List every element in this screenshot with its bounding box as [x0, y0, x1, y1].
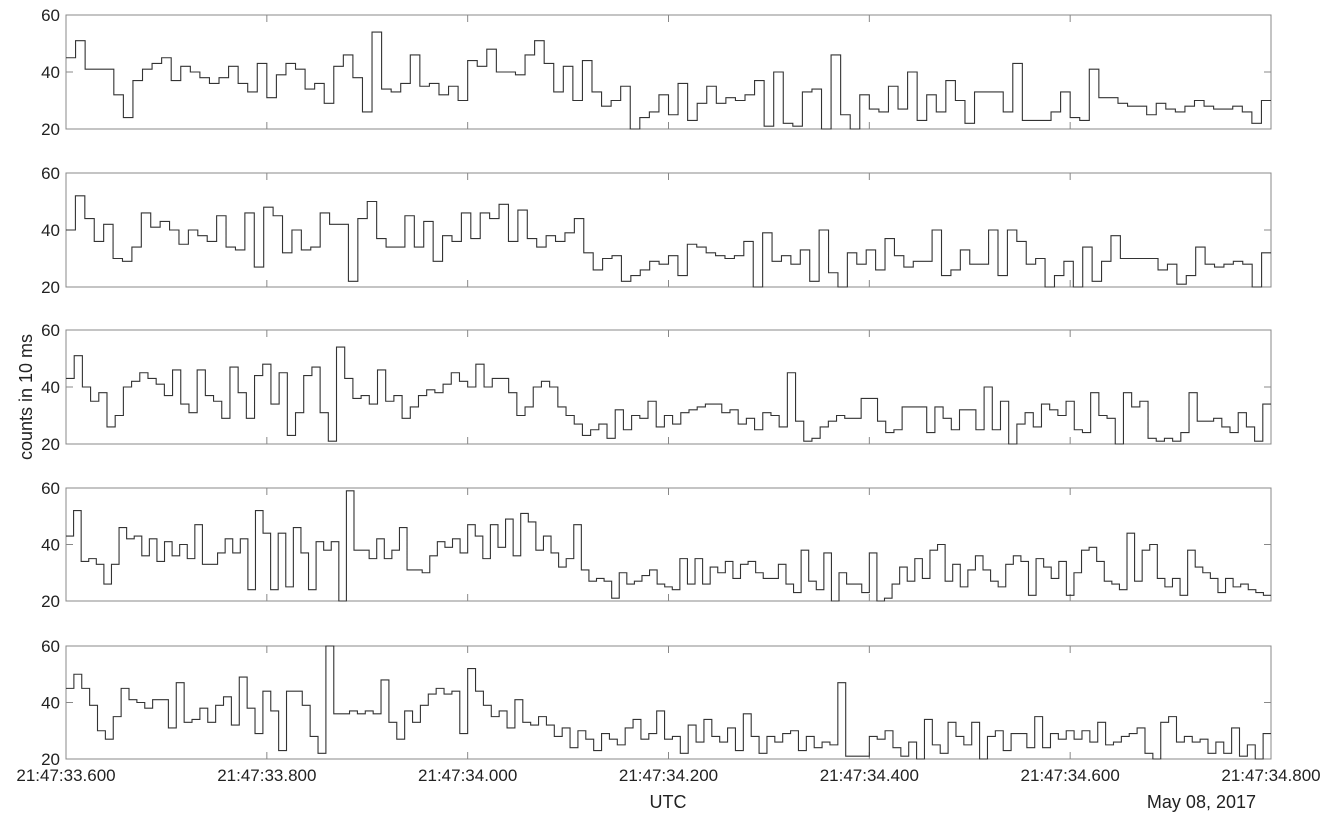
y-tick-label-1-20: 20 — [41, 120, 60, 139]
y-tick-label-3-40: 40 — [41, 378, 60, 397]
series-line-4 — [66, 490, 1271, 602]
y-tick-label-5-40: 40 — [41, 694, 60, 713]
date-label: May 08, 2017 — [1147, 792, 1256, 812]
y-tick-label-2-20: 20 — [41, 278, 60, 297]
y-tick-label-4-40: 40 — [41, 536, 60, 555]
y-tick-label-5-20: 20 — [41, 750, 60, 769]
panel-frame-2 — [65, 172, 1272, 288]
panel-frame-4 — [65, 487, 1272, 602]
y-tick-label-2-60: 60 — [41, 164, 60, 183]
series-line-5 — [66, 645, 1271, 760]
y-tick-label-3-60: 60 — [41, 321, 60, 340]
y-axis-label: counts in 10 ms — [16, 334, 36, 460]
series-line-2 — [66, 195, 1271, 288]
y-tick-label-4-60: 60 — [41, 479, 60, 498]
y-tick-label-1-40: 40 — [41, 63, 60, 82]
x-axis-label: UTC — [650, 792, 687, 812]
series-line-3 — [66, 346, 1271, 445]
y-tick-label-1-60: 60 — [41, 6, 60, 25]
x-tick-label-4: 21:47:34.200 — [619, 766, 718, 785]
panels: 20 40 60 20 40 60 20 40 60 20 40 60 20 40 60 21:47:33.6… — [16, 6, 1320, 785]
x-tick-label-6: 21:47:34.600 — [1021, 766, 1120, 785]
x-tick-label-3: 21:47:34.000 — [418, 766, 517, 785]
x-tick-label-7: 21:47:34.800 — [1221, 766, 1320, 785]
y-tick-label-3-20: 20 — [41, 435, 60, 454]
y-tick-label-5-60: 60 — [41, 637, 60, 656]
x-tick-label-5: 21:47:34.400 — [820, 766, 919, 785]
x-tick-label-2: 21:47:33.800 — [217, 766, 316, 785]
x-tick-label-1: 21:47:33.600 — [16, 766, 115, 785]
series-line-1 — [66, 31, 1271, 130]
y-tick-label-4-20: 20 — [41, 592, 60, 611]
y-tick-label-2-40: 40 — [41, 221, 60, 240]
